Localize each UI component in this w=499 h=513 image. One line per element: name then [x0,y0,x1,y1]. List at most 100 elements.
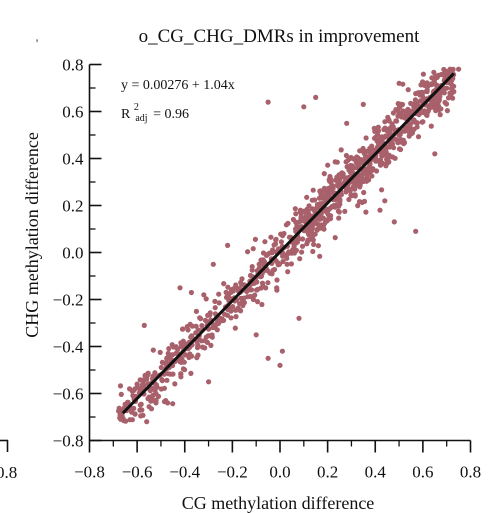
data-point [315,243,321,249]
data-point [309,231,316,237]
data-point [320,215,326,221]
data-point [304,241,310,247]
data-point [297,256,303,262]
data-point [434,82,440,88]
data-point [304,194,310,200]
y-tick-label: −0.8 [53,432,84,451]
x-tick-label: 0.8 [460,463,481,482]
data-point [372,128,378,134]
data-point [310,248,316,255]
x-tick-label: −0.6 [122,463,153,482]
data-point [138,401,144,407]
data-point [294,239,300,245]
y-axis: 0.8 0.6 0.4 0.2 0.0 −0.2 −0.4 −0.6 −0.8 [53,56,102,451]
data-point [290,247,296,253]
data-point [398,110,404,116]
data-point [357,182,363,188]
data-point [299,243,306,249]
data-point [396,80,402,86]
data-point [177,359,183,365]
data-point [239,282,245,288]
data-point [351,156,357,162]
data-point [313,94,319,100]
data-point [451,83,457,89]
data-point [171,344,177,350]
data-point [194,355,200,361]
data-point [253,332,259,338]
data-point [375,124,381,130]
data-point [225,284,231,290]
data-point [178,340,184,346]
data-point [271,242,277,248]
data-point [420,79,426,85]
data-point [235,305,241,311]
y-tick-label: 0.4 [62,150,84,169]
r2-subscript: adj [135,113,147,124]
data-point [359,178,365,184]
data-point [414,124,420,130]
data-point [181,359,187,365]
data-point [321,226,327,232]
data-point [369,173,375,179]
x-axis-label: CG methylation difference [182,493,375,513]
data-point [393,107,399,113]
data-point [178,371,184,377]
data-point [233,314,239,320]
data-point [336,215,342,221]
data-point [391,219,397,225]
data-point [325,212,331,218]
data-point [170,401,176,407]
data-point [424,87,430,93]
data-point [398,101,404,107]
data-point [140,412,146,418]
data-point [215,319,221,325]
equation-label: y = 0.00276 + 1.04x [121,78,235,93]
data-point [343,159,349,165]
x-tick-label: 0.0 [269,463,290,482]
data-point [240,298,246,304]
data-point [420,109,426,116]
data-point [288,261,294,267]
data-point [252,236,258,242]
data-point [251,280,258,286]
data-point [140,378,146,384]
data-point [267,270,273,276]
data-point [382,119,388,125]
data-point [203,296,209,302]
data-point [346,163,352,170]
data-point [182,367,188,373]
r2-value: = 0.96 [153,107,189,122]
data-point [319,193,325,199]
data-point [268,234,274,240]
data-point [164,355,170,361]
data-point [223,289,229,295]
data-point [370,166,376,172]
data-point [188,289,194,296]
x-tick-label: 0.4 [365,463,387,482]
data-point [339,170,345,176]
data-point [363,155,369,161]
data-point [266,250,273,256]
data-point [343,152,349,159]
y-tick-label: 0.0 [62,244,83,263]
data-point [409,130,415,136]
data-point [348,192,354,198]
data-point [212,298,218,304]
r2-prefix: R [121,107,131,122]
data-point [285,220,291,226]
data-point [249,287,255,293]
data-point [336,177,343,183]
data-point [428,82,434,88]
data-point [294,223,300,229]
data-point [334,183,341,189]
data-point [274,277,280,283]
data-point [279,348,285,354]
data-point [364,174,370,180]
neighbor-fragment-mark: ' [36,36,38,50]
data-point [199,323,205,329]
data-point [386,154,392,160]
data-point [259,301,265,308]
data-point [195,342,201,348]
data-point [317,253,323,259]
